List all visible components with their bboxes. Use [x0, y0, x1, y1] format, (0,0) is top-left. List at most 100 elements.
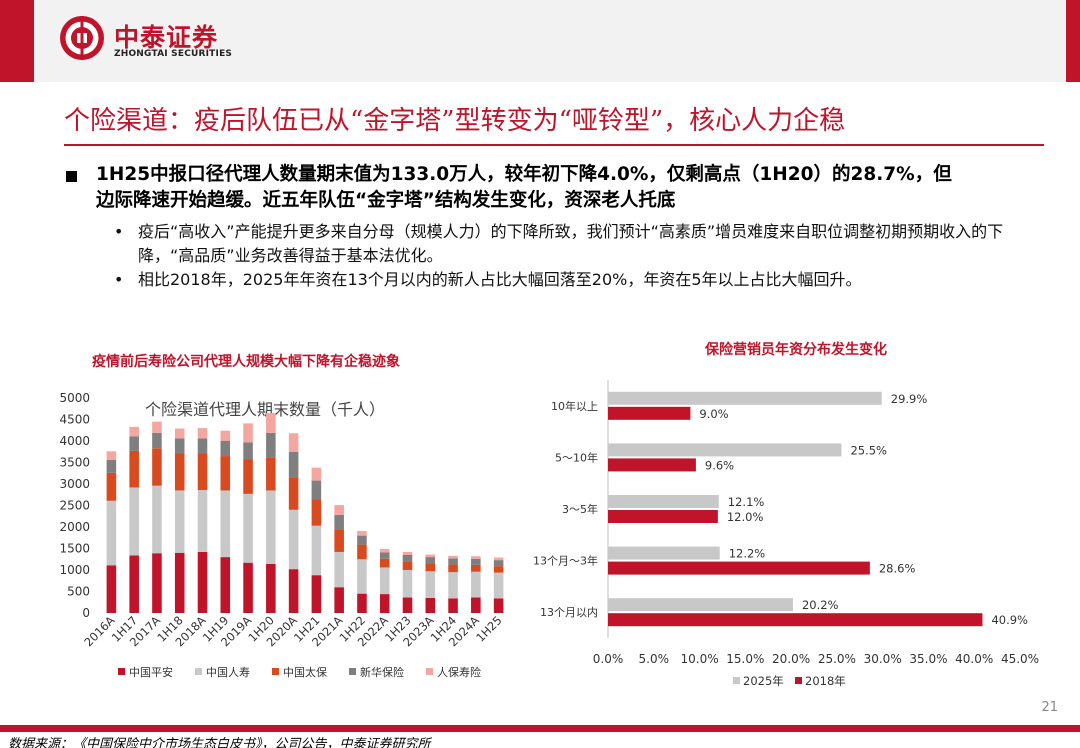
- category-label: 13个月以内: [540, 605, 598, 619]
- square-bullet-icon: [66, 171, 77, 182]
- dot-bullet-icon: •: [114, 222, 124, 241]
- legend-swatch: [795, 677, 802, 684]
- dot-bullet-icon: •: [114, 270, 124, 289]
- bar-segment: [266, 490, 276, 564]
- data-label: 40.9%: [991, 613, 1028, 627]
- bar-segment: [379, 594, 390, 613]
- bar-segment: [493, 560, 504, 567]
- bar-segment: [311, 575, 322, 613]
- bar: [608, 391, 882, 405]
- y-tick-label: 4500: [59, 413, 90, 427]
- bar-segment: [152, 421, 162, 433]
- bar-segment: [106, 459, 117, 473]
- data-label: 20.2%: [802, 598, 839, 612]
- bar: [608, 598, 793, 612]
- bar-segment: [197, 428, 208, 439]
- header-red-accent-left: [0, 0, 34, 82]
- bar-segment: [288, 477, 299, 510]
- bar-segment: [448, 555, 458, 559]
- sub-bullet-text: 相比2018年，2025年年资在13个月以内的新人占比大幅回落至20%，年资在5…: [138, 270, 862, 289]
- bar-segment: [243, 442, 253, 460]
- x-tick-label: 25.0%: [818, 652, 856, 666]
- x-tick-label: 1H25: [473, 613, 505, 645]
- bar-segment: [357, 530, 367, 536]
- bar-segment: [379, 567, 390, 595]
- y-tick-label: 2500: [59, 499, 90, 513]
- bar-segment: [379, 548, 390, 553]
- bar-segment: [379, 552, 390, 559]
- bar-segment: [425, 563, 436, 572]
- bar-segment: [174, 453, 185, 491]
- category-label: 5～10年: [555, 450, 598, 464]
- bar-segment: [197, 490, 208, 552]
- category-label: 10年以上: [551, 399, 598, 413]
- bar-segment: [220, 490, 231, 558]
- bar-segment: [266, 413, 276, 433]
- bar-segment: [402, 597, 413, 613]
- bar-segment: [220, 430, 231, 441]
- y-tick-label: 3000: [59, 477, 90, 491]
- x-tick-label: 10.0%: [680, 652, 718, 666]
- brand-name-en: ZHONGTAI SECURITIES: [114, 49, 233, 59]
- bar-segment: [448, 572, 458, 599]
- zhongtai-logo-icon: [60, 16, 104, 60]
- bar-segment: [288, 509, 299, 570]
- bar: [608, 546, 720, 560]
- bar-segment: [243, 459, 253, 494]
- bar-segment: [266, 563, 276, 613]
- data-label: 29.9%: [891, 392, 928, 406]
- bar: [608, 443, 842, 457]
- legend-swatch: [118, 668, 125, 675]
- data-label: 12.1%: [728, 495, 765, 509]
- bar: [608, 495, 719, 508]
- header-red-accent-right: [1066, 0, 1080, 82]
- bar-segment: [220, 557, 231, 613]
- bar-segment: [106, 565, 117, 613]
- x-tick-label: 0.0%: [593, 652, 624, 666]
- bar-segment: [448, 558, 458, 565]
- legend-label: 2018年: [805, 674, 846, 688]
- bar-segment: [197, 438, 208, 454]
- bar-segment: [402, 551, 413, 555]
- bar-segment: [174, 490, 185, 553]
- legend-label: 人保寿险: [437, 665, 481, 679]
- data-label: 12.2%: [729, 547, 766, 561]
- bar-segment: [334, 551, 344, 588]
- bar-segment: [425, 597, 436, 613]
- x-tick-label: 40.0%: [955, 652, 993, 666]
- legend-label: 中国平安: [129, 665, 173, 679]
- y-tick-label: 4000: [59, 434, 90, 448]
- bar-segment: [174, 552, 185, 613]
- header-band: [0, 0, 1080, 82]
- bar-segment: [402, 561, 413, 570]
- x-tick-label: 15.0%: [726, 652, 764, 666]
- bar-segment: [402, 570, 413, 598]
- data-label: 9.0%: [699, 407, 728, 421]
- bar: [608, 510, 718, 523]
- bar-segment: [197, 551, 208, 613]
- bar-segment: [197, 453, 208, 491]
- bar-segment: [311, 525, 322, 576]
- bar-segment: [220, 441, 231, 457]
- slide-title: 个险渠道：疫后队伍已从“金字塔”型转变为“哑铃型”，核心人力企稳: [64, 106, 846, 136]
- bar-segment: [129, 426, 139, 437]
- sub-bullet-text: 疫后“高收入”产能提升更多来自分母（规模人力）的下降所致，我们预计“高素质”增员…: [138, 222, 1004, 265]
- bar-segment: [471, 597, 481, 613]
- bar-segment: [334, 505, 344, 515]
- bar-segment: [357, 535, 367, 545]
- data-source-note: 数据来源：《中国保险中介市场生态白皮书》，公司公告，中泰证券研究所: [8, 737, 431, 748]
- bar-segment: [334, 514, 344, 530]
- y-tick-label: 5000: [59, 391, 90, 405]
- bar-segment: [129, 450, 139, 488]
- bar-segment: [357, 593, 367, 613]
- bar-segment: [471, 564, 481, 572]
- bar-segment: [448, 564, 458, 573]
- bar: [608, 458, 696, 472]
- bar-segment: [311, 480, 322, 500]
- bar-segment: [152, 432, 162, 449]
- bar-segment: [425, 557, 436, 564]
- bar-segment: [152, 553, 162, 613]
- bar: [608, 561, 870, 575]
- title-divider: [64, 144, 1044, 146]
- data-label: 28.6%: [879, 562, 916, 576]
